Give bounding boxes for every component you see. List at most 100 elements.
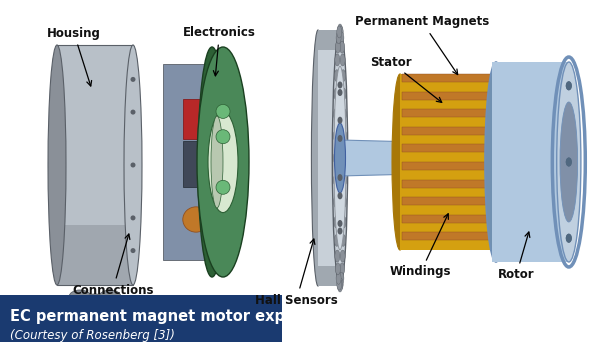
Ellipse shape (337, 192, 343, 199)
Ellipse shape (311, 30, 325, 286)
Ellipse shape (340, 263, 344, 275)
Ellipse shape (183, 207, 209, 232)
Ellipse shape (84, 294, 106, 308)
Ellipse shape (337, 278, 342, 290)
Text: EC permanent magnet motor exploded view.: EC permanent magnet motor exploded view. (10, 308, 379, 324)
Polygon shape (402, 162, 508, 170)
Ellipse shape (341, 88, 346, 100)
Ellipse shape (334, 196, 338, 208)
Text: Permanent Magnets: Permanent Magnets (355, 15, 489, 75)
Ellipse shape (334, 88, 339, 100)
Text: Rotor: Rotor (498, 232, 535, 281)
Ellipse shape (341, 130, 347, 142)
Ellipse shape (337, 174, 343, 181)
Ellipse shape (335, 263, 340, 275)
Ellipse shape (485, 62, 507, 262)
Ellipse shape (334, 70, 340, 82)
Polygon shape (318, 50, 340, 266)
Polygon shape (402, 109, 508, 117)
Polygon shape (402, 144, 508, 152)
Ellipse shape (341, 70, 346, 82)
Polygon shape (400, 74, 510, 250)
Text: Housing: Housing (47, 26, 101, 86)
Ellipse shape (335, 123, 346, 193)
Ellipse shape (505, 138, 515, 186)
Ellipse shape (566, 81, 572, 90)
Text: Hall Sensors: Hall Sensors (255, 239, 338, 306)
Ellipse shape (216, 104, 230, 118)
Ellipse shape (334, 130, 338, 142)
Ellipse shape (216, 130, 230, 144)
Ellipse shape (337, 81, 343, 89)
Ellipse shape (339, 32, 344, 44)
Ellipse shape (337, 220, 343, 227)
Polygon shape (183, 141, 207, 187)
Ellipse shape (131, 248, 136, 253)
Polygon shape (57, 45, 133, 285)
Polygon shape (183, 99, 205, 139)
Ellipse shape (335, 54, 340, 66)
Ellipse shape (489, 144, 501, 172)
Text: Electronics: Electronics (183, 26, 256, 76)
Ellipse shape (131, 77, 136, 82)
Ellipse shape (334, 108, 338, 120)
Polygon shape (163, 64, 207, 260)
Ellipse shape (131, 109, 136, 115)
Ellipse shape (336, 32, 341, 44)
Ellipse shape (341, 152, 347, 164)
Ellipse shape (48, 45, 66, 285)
Ellipse shape (337, 280, 343, 292)
Ellipse shape (198, 47, 226, 277)
Ellipse shape (124, 45, 142, 285)
Polygon shape (492, 62, 569, 262)
Ellipse shape (335, 41, 340, 53)
Text: (Courtesy of Rosenberg [3]): (Courtesy of Rosenberg [3]) (10, 329, 175, 342)
Ellipse shape (566, 158, 572, 167)
Polygon shape (402, 74, 508, 82)
Ellipse shape (334, 66, 346, 250)
Ellipse shape (560, 102, 578, 222)
Ellipse shape (337, 135, 343, 142)
Polygon shape (340, 140, 495, 176)
Polygon shape (402, 127, 508, 135)
Ellipse shape (131, 215, 136, 220)
Ellipse shape (131, 162, 136, 168)
Ellipse shape (69, 290, 91, 304)
Ellipse shape (341, 196, 346, 208)
Ellipse shape (340, 250, 345, 262)
Text: Stator: Stator (370, 55, 442, 102)
Ellipse shape (337, 89, 343, 96)
Ellipse shape (334, 216, 339, 228)
Ellipse shape (99, 290, 121, 304)
Ellipse shape (566, 234, 572, 243)
Ellipse shape (337, 227, 343, 235)
Ellipse shape (337, 26, 342, 38)
Ellipse shape (341, 174, 347, 186)
Ellipse shape (337, 117, 343, 124)
Ellipse shape (341, 234, 346, 246)
Polygon shape (402, 92, 508, 100)
Ellipse shape (341, 108, 346, 120)
Ellipse shape (338, 278, 343, 290)
Polygon shape (402, 197, 508, 205)
Ellipse shape (335, 250, 340, 262)
Ellipse shape (566, 234, 572, 243)
Ellipse shape (336, 272, 341, 284)
Ellipse shape (334, 152, 338, 164)
Ellipse shape (216, 180, 230, 194)
Ellipse shape (211, 116, 223, 208)
Ellipse shape (502, 74, 518, 250)
Text: Connections: Connections (72, 234, 154, 297)
Ellipse shape (340, 41, 344, 53)
Ellipse shape (208, 111, 238, 213)
Polygon shape (57, 225, 133, 285)
Ellipse shape (332, 30, 348, 286)
Polygon shape (402, 233, 508, 240)
Ellipse shape (341, 216, 346, 228)
Polygon shape (402, 215, 508, 223)
Ellipse shape (566, 81, 572, 90)
Polygon shape (318, 30, 340, 286)
Polygon shape (0, 295, 282, 342)
Ellipse shape (339, 272, 344, 284)
Ellipse shape (338, 26, 343, 38)
